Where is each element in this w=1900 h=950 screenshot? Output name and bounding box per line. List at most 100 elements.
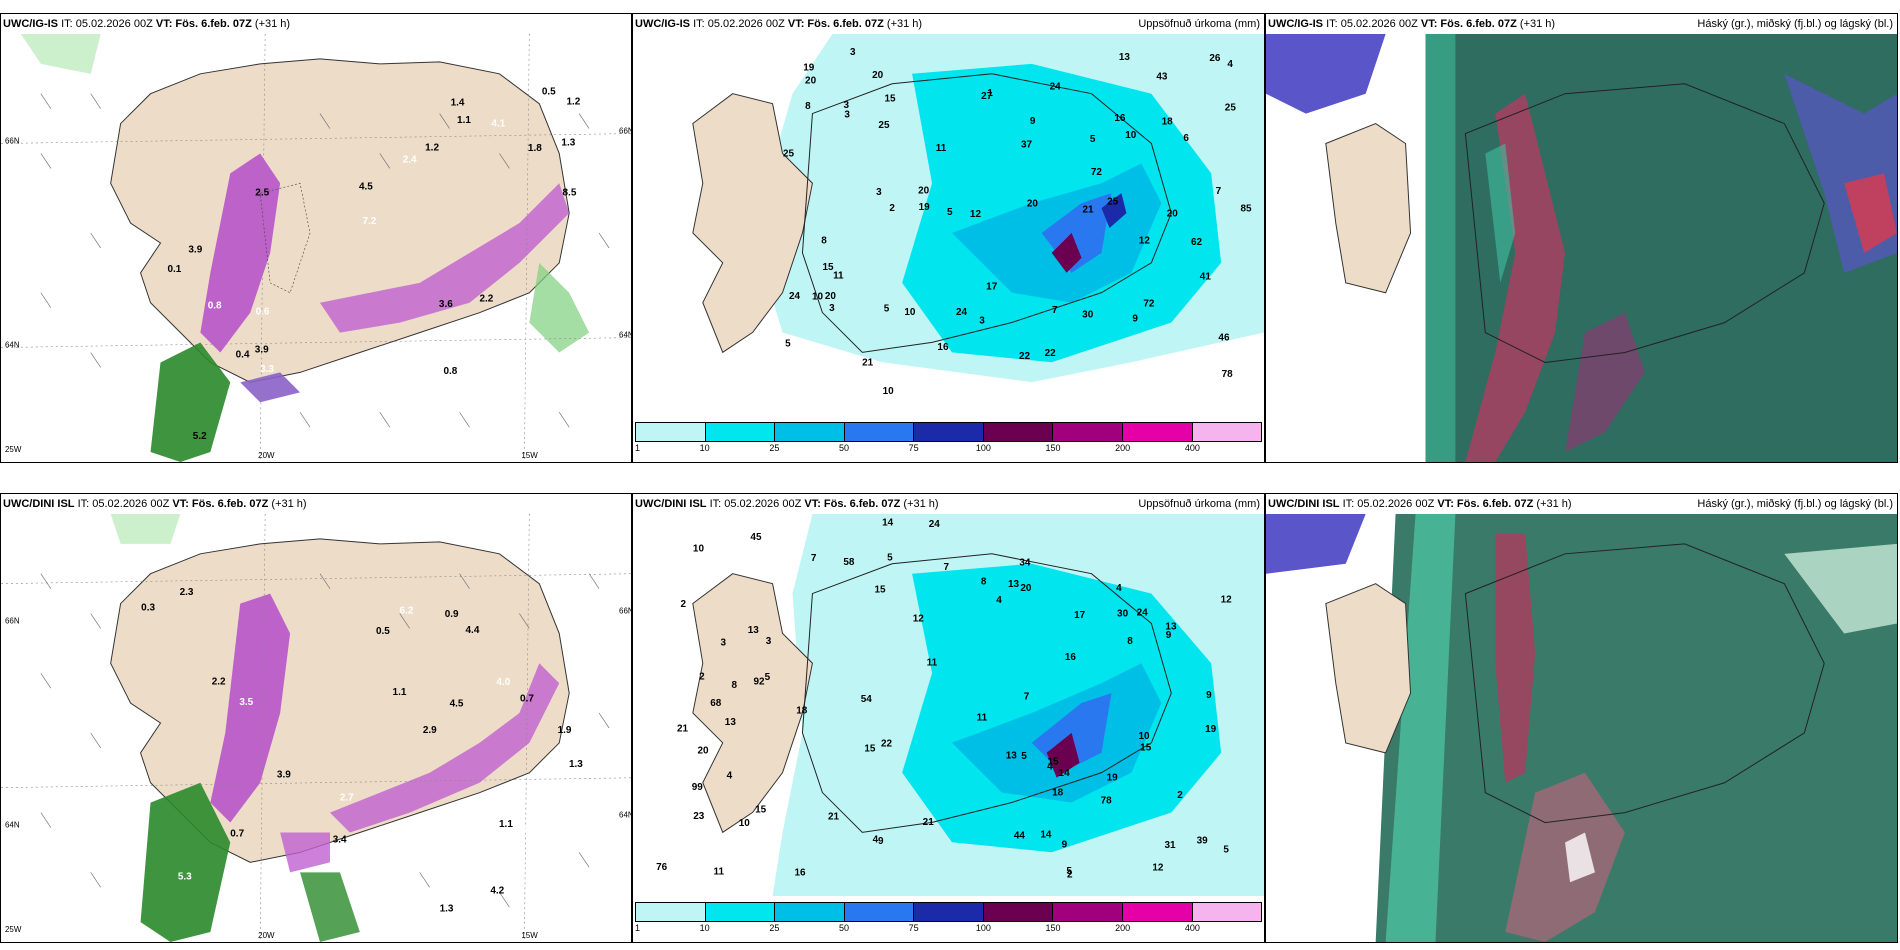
value-label: 3.9 <box>277 769 291 780</box>
value-label: 2 <box>699 671 705 682</box>
value-label: 1.3 <box>569 759 583 770</box>
value-label: 19 <box>1205 724 1217 735</box>
colorbar-tick-label: 50 <box>838 923 850 933</box>
value-label: 6 <box>1183 133 1189 144</box>
value-label: 10 <box>904 307 916 318</box>
value-label: 34 <box>1019 557 1031 568</box>
panel-precip-igis: UWC/IG-IS IT: 05.02.2026 00Z VT: Fös. 6.… <box>632 13 1265 463</box>
value-label: 11 <box>833 271 844 282</box>
value-label: 2.4 <box>403 155 417 166</box>
panel-precip-dini: UWC/DINI ISL IT: 05.02.2026 00Z VT: Fös.… <box>632 493 1265 943</box>
panel-title: UWC/DINI ISL IT: 05.02.2026 00Z VT: Fös.… <box>1266 494 1897 514</box>
value-label: 24 <box>1137 607 1149 618</box>
value-label: 5.3 <box>178 871 192 882</box>
value-label: 30 <box>1082 310 1094 321</box>
value-label: 2.9 <box>423 725 437 736</box>
value-label: 54 <box>861 694 873 705</box>
value-label: 5 <box>1066 866 1072 877</box>
colorbar-tick-label: 75 <box>908 923 919 933</box>
coord-label: 20W <box>258 931 275 940</box>
colorbar-swatches <box>635 902 1262 922</box>
value-label: 4 <box>1116 583 1122 594</box>
value-label: 43 <box>1156 71 1168 82</box>
value-label: 1.2 <box>560 374 574 385</box>
value-label: 2 <box>681 599 687 610</box>
cloud-map-svg <box>1266 514 1897 942</box>
value-label: 6.2 <box>400 606 414 617</box>
value-label: 1.2 <box>425 143 439 154</box>
value-label: 3 <box>876 187 882 198</box>
value-label: 21 <box>677 723 689 734</box>
value-label: 8 <box>1127 636 1133 647</box>
value-label: 1.2 <box>567 96 581 107</box>
value-label: 12 <box>970 209 982 220</box>
value-label: 15 <box>885 94 897 105</box>
colorbar-tick-label: 75 <box>908 443 919 453</box>
coord-label: 25W <box>5 925 22 934</box>
coord-label: 64N <box>5 821 20 830</box>
value-label: 17 <box>1074 610 1086 621</box>
value-label: 1.3 <box>440 904 454 915</box>
value-label: 1.8 <box>528 143 542 154</box>
value-label: 18 <box>796 706 808 717</box>
value-label: 27 <box>981 91 993 102</box>
colorbar-tick-label: 400 <box>1184 443 1200 453</box>
value-label: 62 <box>1191 237 1203 248</box>
value-label: 12 <box>1152 862 1164 873</box>
colorbar-swatch <box>844 423 915 441</box>
value-label: 39 <box>1197 835 1209 846</box>
value-label: 0.6 <box>256 307 270 318</box>
value-label: 18 <box>1052 787 1064 798</box>
value-label: 1.3 <box>502 855 516 866</box>
colorbar-swatch <box>636 423 706 441</box>
value-label: 20 <box>805 75 817 86</box>
value-label: 1.1 <box>457 115 471 126</box>
map-clouds <box>1266 34 1897 462</box>
value-label: 14 <box>882 518 894 529</box>
value-label: 13 <box>1119 52 1131 63</box>
value-label: 5 <box>947 207 953 218</box>
colorbar-tick-label: 10 <box>699 923 710 933</box>
colorbar-swatch <box>983 903 1054 921</box>
value-label: 22 <box>1019 351 1031 362</box>
value-label: 15 <box>822 262 834 273</box>
value-label: 25 <box>878 120 890 131</box>
colorbar: 1 10 25 50 75 100 150 200 400 <box>635 902 1262 938</box>
value-label: 21 <box>862 357 874 368</box>
colorbar-swatch <box>1122 903 1193 921</box>
value-label: 13 <box>725 717 737 728</box>
value-label: 68 <box>710 698 722 709</box>
value-label: 13 <box>1008 579 1020 590</box>
colorbar-tick-label: 25 <box>769 443 780 453</box>
value-label: 4.4 <box>466 625 480 636</box>
value-label: 37 <box>1021 140 1033 151</box>
precip-map-svg: 2543223578161313101115121410993913202115… <box>633 514 1264 896</box>
value-label: 20 <box>1167 208 1179 219</box>
value-label: 10 <box>1138 731 1150 742</box>
colorbar-tick-label: 100 <box>975 443 991 453</box>
field-label: Uppsöfnuð úrkoma (mm) <box>1138 498 1260 510</box>
value-label: 21 <box>828 811 840 822</box>
colorbar-tick-label: 10 <box>699 443 710 453</box>
value-label: 13 <box>1165 621 1177 632</box>
value-label: 0.5 <box>376 626 390 637</box>
value-label: 9 <box>1030 116 1036 127</box>
colorbar-tick-label: 150 <box>1045 443 1061 453</box>
value-label: 20 <box>872 70 884 81</box>
value-label: 17 <box>986 281 998 292</box>
colorbar-swatches <box>635 422 1262 442</box>
value-label: 7 <box>944 562 950 573</box>
value-label: 24 <box>929 519 941 530</box>
colorbar-tick-label: 200 <box>1115 443 1131 453</box>
value-label: 7 <box>1024 692 1030 703</box>
colorbar-swatch <box>1192 423 1262 441</box>
value-label: 10 <box>812 291 824 302</box>
coord-label: 15W <box>521 931 538 940</box>
value-label: 1.4 <box>451 97 465 108</box>
value-label: 8 <box>731 680 737 691</box>
coord-label: 64N <box>619 811 631 820</box>
wind-map-svg: 0.6 0.1 3.6 1.2 3.9 1.2 7.2 3.9 1.1 3.3 1.2 0.4 2.4 5… <box>1 34 631 462</box>
field-label: Uppsöfnuð úrkoma (mm) <box>1138 18 1260 30</box>
value-label: 20 <box>1027 199 1039 210</box>
colorbar-swatch <box>705 903 776 921</box>
